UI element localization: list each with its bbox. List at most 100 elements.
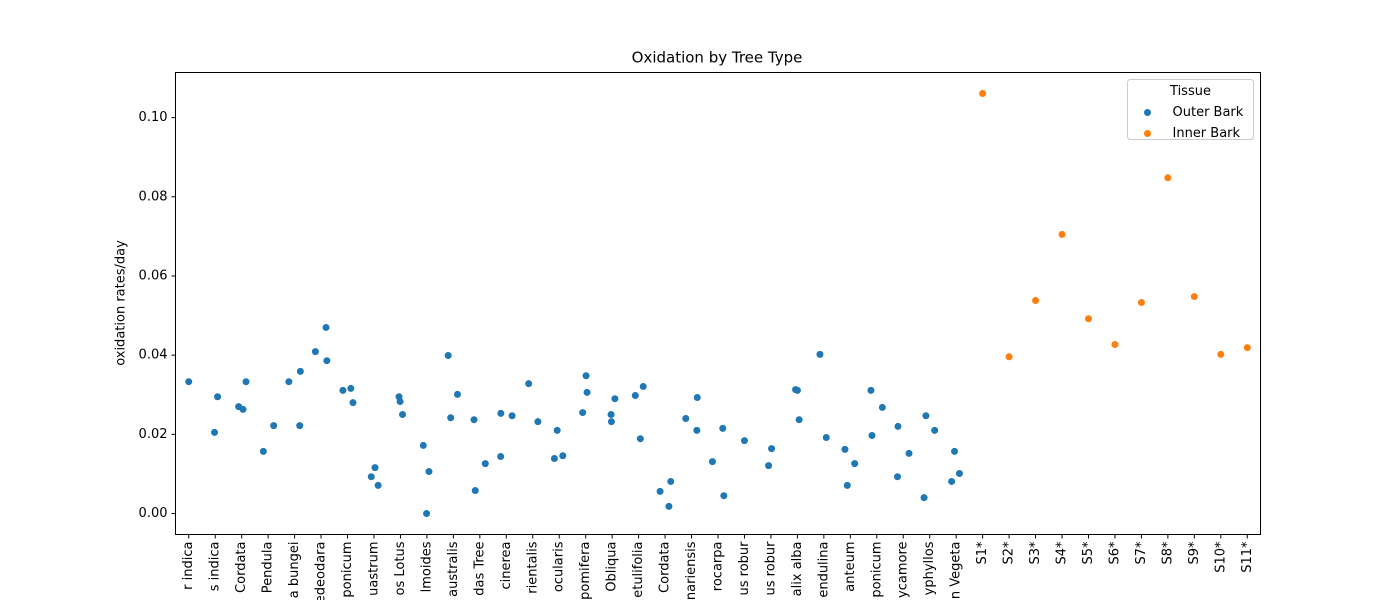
legend-marker [1144, 109, 1151, 116]
data-point [550, 454, 558, 462]
data-point [665, 502, 673, 510]
x-tick-label: S10* [1213, 541, 1228, 573]
x-tick-label: S7* [1134, 541, 1149, 565]
data-point [922, 412, 930, 420]
data-point [579, 409, 587, 417]
x-tick-label: n Vegeta [949, 542, 964, 600]
data-point [582, 372, 590, 380]
data-point [1058, 230, 1066, 238]
data-point [894, 422, 902, 430]
data-point [447, 414, 455, 422]
data-point [296, 367, 304, 375]
data-point [951, 447, 959, 455]
data-point [453, 390, 461, 398]
data-point [399, 411, 407, 419]
x-tick-label: S3* [1028, 541, 1043, 565]
x-tick-label: ponicum [869, 542, 884, 598]
data-point [259, 447, 267, 455]
data-point [607, 411, 615, 419]
x-tick-label: etulifolia [631, 542, 646, 598]
data-point [481, 460, 489, 468]
data-point [322, 323, 330, 331]
data-point [636, 435, 644, 443]
data-point [508, 412, 516, 420]
x-tick-label: australis [446, 541, 461, 597]
legend-label: Inner Bark [1173, 126, 1241, 141]
x-tick-label: r indica [181, 542, 196, 590]
x-tick-label: nariensis [684, 541, 699, 600]
data-point [470, 416, 478, 424]
data-point [631, 392, 639, 400]
data-point [719, 424, 727, 432]
data-point [720, 492, 728, 500]
data-point [497, 453, 505, 461]
x-tick-label: S2* [1002, 541, 1017, 565]
data-point [1005, 353, 1013, 361]
data-point [239, 405, 247, 413]
x-tick-label: us robur [763, 541, 778, 596]
data-point [955, 470, 963, 478]
data-point [667, 477, 675, 485]
data-point [816, 350, 824, 358]
data-point [296, 422, 304, 430]
data-point [185, 378, 193, 386]
x-tick-label: S6* [1107, 541, 1122, 565]
plot-frame [175, 72, 1261, 535]
data-point [693, 426, 701, 434]
data-point [931, 426, 939, 434]
x-tick-label: ocularis [552, 541, 567, 592]
data-point [425, 468, 433, 476]
data-point [740, 437, 748, 445]
data-point [583, 388, 591, 396]
x-tick-label: cinerea [499, 542, 514, 590]
chart-title: Oxidation by Tree Type [632, 49, 803, 67]
x-tick-label: S8* [1160, 541, 1175, 565]
data-point [471, 487, 479, 495]
x-tick-label: alix alba [790, 542, 805, 597]
data-point [920, 494, 928, 502]
data-point [878, 403, 886, 411]
data-point [497, 409, 505, 417]
data-point [242, 378, 250, 386]
data-point [323, 357, 331, 365]
data-point [419, 441, 427, 449]
data-point [693, 394, 701, 402]
data-point [525, 380, 533, 388]
data-point [822, 434, 830, 442]
data-point [708, 458, 716, 466]
legend-label: Outer Bark [1173, 105, 1244, 120]
x-tick-label: Obliqua [605, 542, 620, 592]
data-point [765, 462, 773, 470]
data-point [534, 418, 542, 426]
data-point [349, 399, 357, 407]
data-point [347, 384, 355, 392]
y-tick-label: 0.08 [139, 189, 168, 204]
data-point [1032, 297, 1040, 305]
data-point [371, 464, 379, 472]
data-point [339, 386, 347, 394]
legend-marker [1144, 130, 1151, 137]
x-tick-label: pomifera [578, 542, 593, 600]
data-point [905, 449, 913, 457]
x-tick-label: Cordata [658, 542, 673, 593]
data-point [211, 428, 219, 436]
data-point [311, 348, 319, 356]
x-tick-label: S11* [1240, 541, 1255, 573]
legend-title: Tissue [1169, 84, 1211, 99]
data-point [444, 352, 452, 360]
x-tick-label: Pendula [261, 542, 276, 594]
data-point [1111, 340, 1119, 348]
data-point [639, 382, 647, 390]
x-tick-label: S9* [1187, 541, 1202, 565]
data-point [270, 422, 278, 430]
data-point [1164, 174, 1172, 182]
x-tick-label: endulina [816, 542, 831, 598]
data-point [1084, 315, 1092, 323]
data-point [867, 386, 875, 394]
data-point [285, 378, 293, 386]
x-tick-label: Cordata [234, 542, 249, 593]
data-point [214, 393, 222, 401]
data-point [894, 473, 902, 481]
y-tick-label: 0.00 [139, 506, 168, 521]
